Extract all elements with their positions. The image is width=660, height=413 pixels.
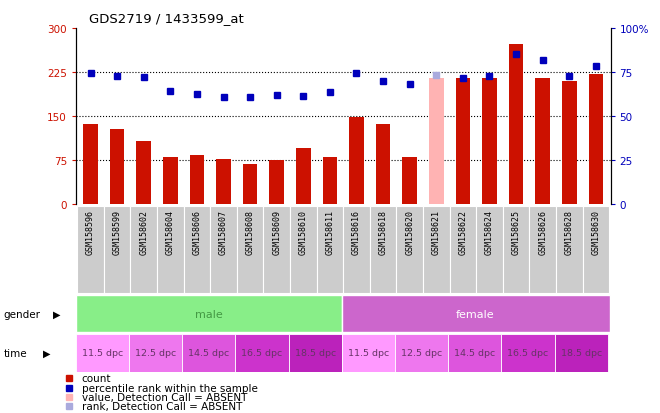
Text: 11.5 dpc: 11.5 dpc (82, 349, 123, 358)
Bar (455, 78, 470, 204)
Bar (323, 158, 337, 204)
Text: GSM158620: GSM158620 (405, 209, 414, 254)
Text: GSM158602: GSM158602 (139, 209, 148, 254)
Bar (562, 81, 577, 204)
Text: GSM158606: GSM158606 (193, 209, 201, 254)
Bar (449, 206, 476, 293)
Text: female: female (455, 309, 494, 319)
Text: 18.5 dpc: 18.5 dpc (294, 349, 336, 358)
Bar (76, 295, 342, 332)
Text: GSM158616: GSM158616 (352, 209, 361, 254)
Bar (211, 206, 237, 293)
Text: GSM158604: GSM158604 (166, 209, 175, 254)
Text: gender: gender (3, 309, 40, 319)
Bar (269, 161, 284, 204)
Text: GSM158625: GSM158625 (512, 209, 521, 254)
Bar (83, 124, 98, 204)
Bar (157, 206, 183, 293)
Text: GSM158610: GSM158610 (299, 209, 308, 254)
Bar (583, 206, 609, 293)
Text: GSM158621: GSM158621 (432, 209, 441, 254)
Bar (131, 206, 157, 293)
Bar (554, 335, 608, 372)
Text: 11.5 dpc: 11.5 dpc (348, 349, 389, 358)
Text: 14.5 dpc: 14.5 dpc (188, 349, 230, 358)
Text: percentile rank within the sample: percentile rank within the sample (82, 383, 258, 393)
Bar (482, 78, 497, 204)
Bar (370, 206, 397, 293)
Bar (129, 335, 182, 372)
Text: ▶: ▶ (43, 348, 50, 358)
Bar (342, 295, 610, 332)
Bar (395, 335, 448, 372)
Bar (556, 206, 583, 293)
Text: GDS2719 / 1433599_at: GDS2719 / 1433599_at (89, 12, 244, 25)
Text: GSM158608: GSM158608 (246, 209, 255, 254)
Bar (448, 335, 502, 372)
Bar (397, 206, 423, 293)
Bar (529, 206, 556, 293)
Bar (236, 335, 288, 372)
Bar (423, 206, 449, 293)
Bar (429, 78, 444, 204)
Bar (237, 206, 263, 293)
Bar (476, 206, 503, 293)
Bar (535, 78, 550, 204)
Text: 18.5 dpc: 18.5 dpc (560, 349, 602, 358)
Bar (163, 158, 178, 204)
Text: GSM158618: GSM158618 (379, 209, 387, 254)
Bar (343, 206, 370, 293)
Bar (502, 335, 554, 372)
Text: GSM158628: GSM158628 (565, 209, 574, 254)
Bar (183, 206, 211, 293)
Bar (104, 206, 131, 293)
Bar (189, 156, 204, 204)
Bar (288, 335, 342, 372)
Text: 16.5 dpc: 16.5 dpc (508, 349, 548, 358)
Bar (137, 141, 151, 204)
Bar (509, 45, 523, 204)
Text: GSM158599: GSM158599 (113, 209, 121, 254)
Text: 16.5 dpc: 16.5 dpc (242, 349, 282, 358)
Bar (182, 335, 236, 372)
Text: 14.5 dpc: 14.5 dpc (454, 349, 496, 358)
Bar (376, 124, 391, 204)
Bar (216, 160, 231, 204)
Bar (243, 165, 257, 204)
Bar (403, 158, 417, 204)
Text: count: count (82, 373, 112, 383)
Text: 12.5 dpc: 12.5 dpc (135, 349, 176, 358)
Text: ▶: ▶ (53, 309, 60, 319)
Text: GSM158596: GSM158596 (86, 209, 95, 254)
Text: GSM158607: GSM158607 (219, 209, 228, 254)
Text: 12.5 dpc: 12.5 dpc (401, 349, 442, 358)
Bar (349, 118, 364, 204)
Bar (317, 206, 343, 293)
Bar (296, 149, 311, 204)
Bar (76, 335, 129, 372)
Text: time: time (3, 348, 27, 358)
Text: GSM158624: GSM158624 (485, 209, 494, 254)
Bar (342, 335, 395, 372)
Text: rank, Detection Call = ABSENT: rank, Detection Call = ABSENT (82, 401, 242, 411)
Text: GSM158626: GSM158626 (538, 209, 547, 254)
Bar (589, 74, 603, 204)
Bar (110, 130, 125, 204)
Bar (290, 206, 317, 293)
Text: male: male (195, 309, 223, 319)
Text: value, Detection Call = ABSENT: value, Detection Call = ABSENT (82, 392, 248, 402)
Bar (503, 206, 529, 293)
Text: GSM158622: GSM158622 (459, 209, 467, 254)
Bar (263, 206, 290, 293)
Bar (77, 206, 104, 293)
Text: GSM158630: GSM158630 (591, 209, 601, 254)
Text: GSM158609: GSM158609 (272, 209, 281, 254)
Text: GSM158611: GSM158611 (325, 209, 335, 254)
